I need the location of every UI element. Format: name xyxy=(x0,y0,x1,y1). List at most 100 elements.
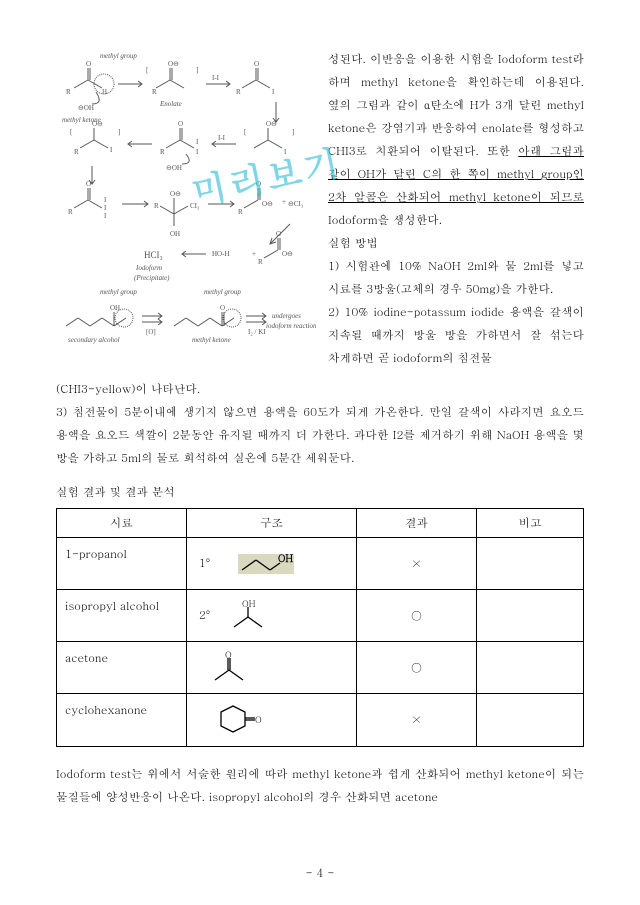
page-root: 미리보기 methyl group O R H xyxy=(0,0,640,905)
svg-text:HO-H: HO-H xyxy=(212,250,230,258)
svg-text:methyl group: methyl group xyxy=(204,288,241,296)
svg-text:methyl ketone: methyl ketone xyxy=(192,336,231,344)
svg-text:R: R xyxy=(160,148,165,156)
svg-text:[O]: [O] xyxy=(146,328,156,336)
table-row: acetone O ○ xyxy=(57,642,584,694)
svg-text:O: O xyxy=(254,60,259,68)
svg-text:O: O xyxy=(225,650,232,661)
svg-text:[: [ xyxy=(146,66,149,74)
mechanism-svg: methyl group O R H ⊖OH methyl ketone xyxy=(56,48,316,348)
svg-text:R: R xyxy=(66,88,71,96)
cell-result: ○ xyxy=(357,642,477,694)
svg-text:O: O xyxy=(256,180,261,188)
svg-text:O⊖: O⊖ xyxy=(262,200,273,208)
svg-text:O⊖: O⊖ xyxy=(266,120,277,128)
struct-degree-label: 1° xyxy=(199,556,210,571)
cell-note xyxy=(477,642,584,694)
svg-text:I₂ / KI: I₂ / KI xyxy=(248,328,266,336)
svg-text:HCI₃: HCI₃ xyxy=(144,250,163,260)
svg-text:]: ] xyxy=(196,66,198,74)
svg-text:I-I: I-I xyxy=(218,134,226,142)
svg-text:+: + xyxy=(252,250,256,258)
svg-text:[: [ xyxy=(244,128,247,136)
cell-structure: O xyxy=(187,642,357,694)
reaction-mechanism-diagram: methyl group O R H ⊖OH methyl ketone xyxy=(56,48,316,348)
mid-line1: (CHI3-yellow)이 나타난다. xyxy=(56,378,584,401)
svg-text:O: O xyxy=(178,120,183,128)
th-sample: 시료 xyxy=(57,509,187,538)
label-precipitate: (Precipitate) xyxy=(134,274,170,282)
table-header-row: 시료 구조 결과 비고 xyxy=(57,509,584,538)
svg-text:O⊖: O⊖ xyxy=(168,60,179,68)
svg-text:O⊖: O⊖ xyxy=(170,190,181,198)
svg-text:methyl group: methyl group xyxy=(100,288,137,296)
cell-result: × xyxy=(357,538,477,590)
cyclohexanone-structure-icon: O xyxy=(199,700,269,740)
label-iodoform: Iodoform xyxy=(135,264,162,272)
svg-text:R: R xyxy=(258,258,263,266)
svg-text:I: I xyxy=(196,138,199,146)
svg-text:+: + xyxy=(282,198,286,206)
svg-text:R: R xyxy=(238,208,243,216)
cell-structure: O xyxy=(187,694,357,747)
svg-text:I: I xyxy=(284,148,287,156)
cell-sample: acetone xyxy=(57,642,187,694)
cell-structure: 2° OH xyxy=(187,590,357,642)
cell-note xyxy=(477,590,584,642)
svg-text:O: O xyxy=(255,713,262,726)
svg-text:CI₃: CI₃ xyxy=(190,202,200,210)
svg-text:R: R xyxy=(154,202,159,210)
svg-text:⊖OH: ⊖OH xyxy=(78,104,94,112)
svg-text:iodoform reaction: iodoform reaction xyxy=(266,322,316,330)
cell-result: ○ xyxy=(357,590,477,642)
acetone-structure-icon: O xyxy=(199,650,259,686)
svg-text:H: H xyxy=(102,88,107,96)
svg-text:I: I xyxy=(196,148,199,156)
svg-text:]: ] xyxy=(118,128,120,136)
mid-paragraph: (CHI3-yellow)이 나타난다. 3) 침전물이 5분이내에 생기지 않… xyxy=(56,378,584,470)
svg-text:I: I xyxy=(272,88,275,96)
mid-line2: 3) 침전물이 5분이내에 생기지 않으면 용액을 60도가 되게 가온한다. … xyxy=(56,401,584,470)
cell-note xyxy=(477,694,584,747)
svg-text:OH: OH xyxy=(242,599,256,610)
cell-sample: 1-propanol xyxy=(57,538,187,590)
th-note: 비고 xyxy=(477,509,584,538)
svg-text:]: ] xyxy=(292,128,294,136)
table-row: isopropyl alcohol 2° OH ○ xyxy=(57,590,584,642)
reaction-diagram-column: methyl group O R H ⊖OH methyl ketone xyxy=(56,48,316,370)
page-number: - 4 - xyxy=(0,865,640,881)
svg-text:R: R xyxy=(68,208,73,216)
svg-text:R: R xyxy=(74,148,79,156)
cell-structure: 1° OH xyxy=(187,538,357,590)
svg-text:⊖CI₃: ⊖CI₃ xyxy=(288,200,304,208)
isopropyl-structure-icon: OH xyxy=(220,599,280,633)
results-table: 시료 구조 결과 비고 1-propanol 1° OH xyxy=(56,508,584,747)
th-structure: 구조 xyxy=(187,509,357,538)
svg-text:O⊖: O⊖ xyxy=(92,120,103,128)
right-column-text: 성된다. 이반응을 이용한 시험을 Iodoform test라 하며 meth… xyxy=(328,48,584,370)
method-step-1: 1) 시험관에 10% NaOH 2ml와 물 2ml를 넣고 시료를 3방울(… xyxy=(328,255,584,301)
cell-sample: isopropyl alcohol xyxy=(57,590,187,642)
svg-text:I: I xyxy=(104,204,107,212)
experiment-method-title: 실험 방법 xyxy=(328,232,584,255)
top-two-column: methyl group O R H ⊖OH methyl ketone xyxy=(56,48,584,370)
svg-text:O: O xyxy=(220,304,225,312)
svg-text:I: I xyxy=(104,196,107,204)
cell-note xyxy=(477,538,584,590)
bottom-paragraph: Iodoform test는 위에서 서술한 원리에 따라 methyl ket… xyxy=(56,763,584,809)
svg-text:⊖OH: ⊖OH xyxy=(166,164,182,172)
method-step-2: 2) 10% iodine-potassum iodide 용액을 갈색이 지속… xyxy=(328,301,584,370)
svg-text:[: [ xyxy=(70,128,73,136)
struct-degree-label: 2° xyxy=(199,608,210,623)
results-section-title: 실험 결과 및 결과 분석 xyxy=(56,484,584,500)
right-p1-end: Iodoform을 생성한다. xyxy=(328,212,442,228)
svg-text:O: O xyxy=(86,180,91,188)
svg-text:R: R xyxy=(152,88,157,96)
label-enolate: Enolate xyxy=(159,100,182,108)
svg-text:OH: OH xyxy=(170,230,180,238)
label-secondary-alcohol: secondary alcohol xyxy=(68,336,120,344)
svg-text:I: I xyxy=(104,212,107,220)
cell-sample: cyclohexanone xyxy=(57,694,187,747)
svg-text:I-I: I-I xyxy=(212,74,220,82)
svg-text:OH: OH xyxy=(278,551,293,565)
